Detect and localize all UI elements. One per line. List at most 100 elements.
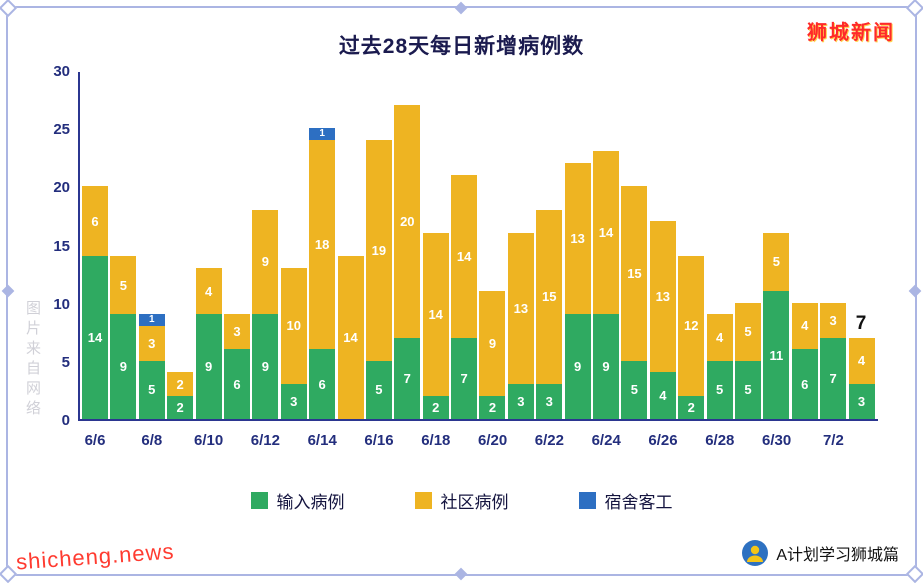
bar-segment: 5 — [110, 256, 137, 315]
bar-segment: 15 — [621, 186, 648, 361]
bar-6/22: 3 15 — [536, 209, 563, 419]
legend-label: 社区病例 — [440, 493, 509, 512]
bar-segment: 3 — [280, 384, 307, 419]
bar-segment: 4 — [791, 302, 818, 350]
bar-segment: 9 — [564, 314, 591, 419]
bar-segment: 3 — [223, 314, 250, 350]
bar-segment: 5 — [138, 360, 165, 419]
frame-edge-ornament — [454, 1, 468, 15]
bar-segment: 9 — [252, 209, 279, 315]
y-tick-label: 10 — [53, 295, 70, 313]
bar-6/18: 2 14 — [422, 232, 449, 419]
bar-segment: 2 — [678, 395, 705, 419]
bar-segment: 18 — [309, 139, 336, 350]
bar-6/26: 4 13 — [649, 221, 676, 419]
plot-area: 14 6 9 5 5 3 1 2 2 9 4 6 3 9 9 3 10 6 18 1 14 5 19 7 20 2 14 7 14 2 9 3… — [78, 72, 878, 421]
frame-corner-ornament — [0, 564, 18, 583]
bar-segment: 7 — [820, 337, 847, 419]
bar-segment: 3 — [536, 384, 563, 419]
bar-segment: 14 — [82, 256, 108, 419]
y-tick-label: 25 — [53, 121, 70, 139]
frame-edge-ornament — [1, 284, 15, 298]
bar-segment: 7 — [394, 337, 421, 419]
bar-segment: 2 — [167, 395, 194, 419]
legend-item-dormitory: 宿舍客工 — [578, 488, 673, 513]
frame-edge-ornament — [908, 284, 922, 298]
bar-segment: 4 — [195, 267, 222, 315]
bar-segment: 7 — [451, 337, 478, 419]
bar-segment: 1 — [138, 314, 165, 326]
x-tick-label: 6/16 — [364, 432, 394, 449]
bar-6/13: 3 10 — [280, 267, 307, 419]
legend-label: 宿舍客工 — [604, 493, 673, 512]
imported-cases-swatch-icon — [250, 492, 268, 509]
bars: 14 6 9 5 5 3 1 2 2 9 4 6 3 9 9 3 10 6 18 1 14 5 19 7 20 2 14 7 14 2 9 3… — [82, 72, 878, 419]
y-tick-label: 15 — [53, 237, 70, 255]
x-tick-label: 6/24 — [591, 432, 621, 449]
bar-segment: 13 — [507, 232, 534, 385]
bar-segment: 15 — [536, 209, 563, 385]
bar-segment: 20 — [394, 104, 421, 338]
watermark-top-right: 狮城新闻 — [807, 22, 895, 44]
x-tick-label: 6/28 — [705, 432, 735, 449]
legend: 输入病例 社区病例 宿舍客工 — [0, 488, 923, 513]
bar-segment: 14 — [451, 174, 478, 338]
bar-segment: 5 — [763, 232, 790, 292]
bar-6/17: 7 20 — [394, 104, 421, 419]
bar-6/16: 5 19 — [365, 139, 392, 419]
legend-item-community: 社区病例 — [414, 488, 509, 513]
bar-6/23: 9 13 — [564, 163, 591, 419]
chart-title: 过去28天每日新增病例数 — [338, 35, 585, 58]
bar-segment: 14 — [422, 232, 449, 396]
bar-segment: 6 — [791, 349, 818, 419]
last-bar-total-label: 7 — [855, 312, 867, 334]
frame-corner-ornament — [905, 0, 923, 18]
watermark-bottom-left: shicheng.news — [15, 538, 176, 575]
bar-segment: 5 — [734, 302, 761, 361]
x-tick-label: 6/10 — [193, 432, 224, 449]
x-tick-label: 6/30 — [761, 432, 792, 449]
bar-6/30: 11 5 — [763, 232, 790, 419]
x-tick-label: 6/20 — [477, 432, 508, 449]
bar-segment: 9 — [110, 314, 137, 419]
y-tick-label: 0 — [61, 412, 70, 429]
bar-segment: 4 — [848, 337, 875, 385]
bar-segment: 4 — [706, 314, 733, 361]
bar-segment: 9 — [195, 314, 222, 419]
bar-6/21: 3 13 — [507, 232, 534, 419]
community-cases-swatch-icon — [414, 492, 432, 509]
x-tick-label: 6/6 — [84, 432, 106, 449]
bar-segment: 6 — [309, 349, 336, 419]
bar-segment: 9 — [479, 291, 506, 396]
x-tick-label: 7/2 — [822, 432, 844, 449]
frame-corner-ornament — [0, 0, 18, 18]
x-tick-label: 6/12 — [250, 432, 280, 449]
bar-segment: 3 — [848, 384, 875, 419]
dormitory-workers-swatch-icon — [578, 492, 596, 509]
avatar-icon — [742, 540, 769, 566]
bar-6/19: 7 14 — [451, 174, 478, 419]
bar-segment: 14 — [337, 256, 364, 419]
legend-label: 输入病例 — [276, 493, 345, 512]
bar-segment: 9 — [593, 314, 620, 419]
legend-item-imported: 输入病例 — [250, 488, 345, 513]
x-tick-label: 6/26 — [648, 432, 678, 449]
bar-segment: 14 — [593, 151, 620, 315]
bar-segment: 4 — [649, 372, 676, 419]
x-tick-label: 6/18 — [421, 432, 451, 449]
bar-segment: 5 — [706, 360, 733, 419]
x-tick-label: 6/14 — [307, 432, 337, 449]
bar-6/25: 5 15 — [621, 186, 648, 419]
bar-segment: 1 — [309, 128, 336, 140]
bar-6/24: 9 14 — [593, 151, 620, 419]
bar-segment: 3 — [138, 325, 165, 361]
bar-segment: 2 — [422, 395, 449, 419]
watermark-bottom-right: A计划学习狮城篇 — [742, 540, 899, 566]
